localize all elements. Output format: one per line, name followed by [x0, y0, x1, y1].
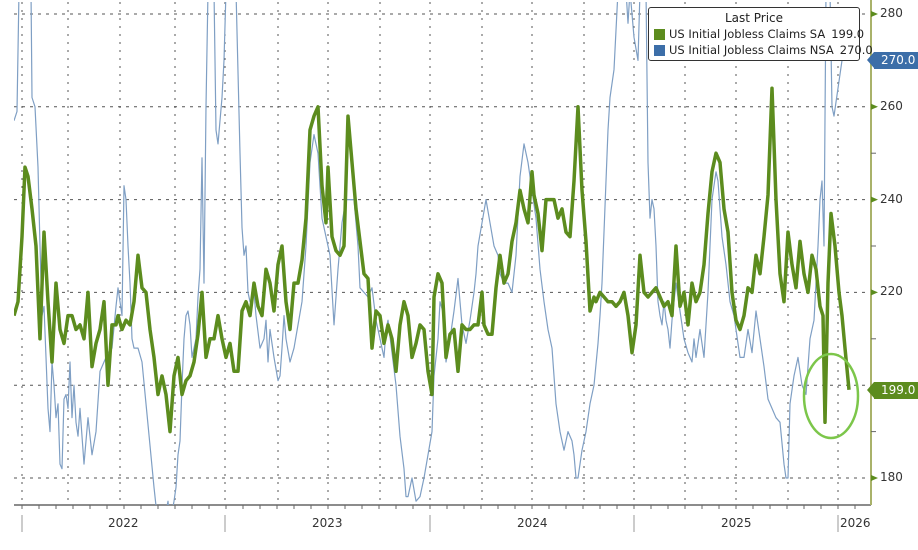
y-tick-label: 180 [880, 470, 903, 484]
legend-value-sa: 199.0 [831, 27, 865, 41]
x-year-label: 2026 [840, 516, 871, 530]
legend-title: Last Price [724, 11, 784, 25]
y-tick-arrow-icon [871, 196, 878, 203]
legend-entry-nsa: US Initial Jobless Claims NSA 270.0 [654, 42, 873, 58]
x-year-label: 2023 [312, 516, 343, 530]
series-line-nsa [14, 2, 849, 505]
y-tick-label: 240 [880, 191, 903, 206]
y-tick-label: 260 [880, 98, 903, 113]
x-year-label: 2025 [721, 516, 752, 530]
legend-label-nsa: US Initial Jobless Claims NSA [669, 43, 834, 57]
legend-value-nsa: 270.0 [839, 43, 873, 57]
y-tick-arrow-icon [871, 289, 878, 296]
y-tick-arrow-icon [871, 103, 878, 110]
y-tick-arrow-icon [871, 475, 878, 481]
series-line-sa [14, 86, 851, 434]
series-group [14, 2, 851, 505]
legend-swatch-nsa-icon [654, 44, 665, 56]
y-tick-arrow-icon [871, 11, 878, 17]
y-tick-label: 280 [880, 6, 903, 20]
legend-label-sa: US Initial Jobless Claims SA [669, 27, 826, 41]
highlight-circle-annotation [802, 352, 860, 440]
legend-entry-sa: US Initial Jobless Claims SA 199.0 [654, 26, 864, 42]
y-tick-label: 220 [880, 284, 903, 299]
last-value-tag-nsa: 270.0 [866, 52, 918, 70]
x-year-label: 2024 [517, 516, 548, 530]
chart-legend: Last Price US Initial Jobless Claims SA … [648, 7, 873, 61]
legend-swatch-sa-icon [654, 28, 665, 40]
x-year-label: 2022 [108, 516, 139, 530]
last-value-tag-sa: 199.0 [866, 381, 918, 399]
